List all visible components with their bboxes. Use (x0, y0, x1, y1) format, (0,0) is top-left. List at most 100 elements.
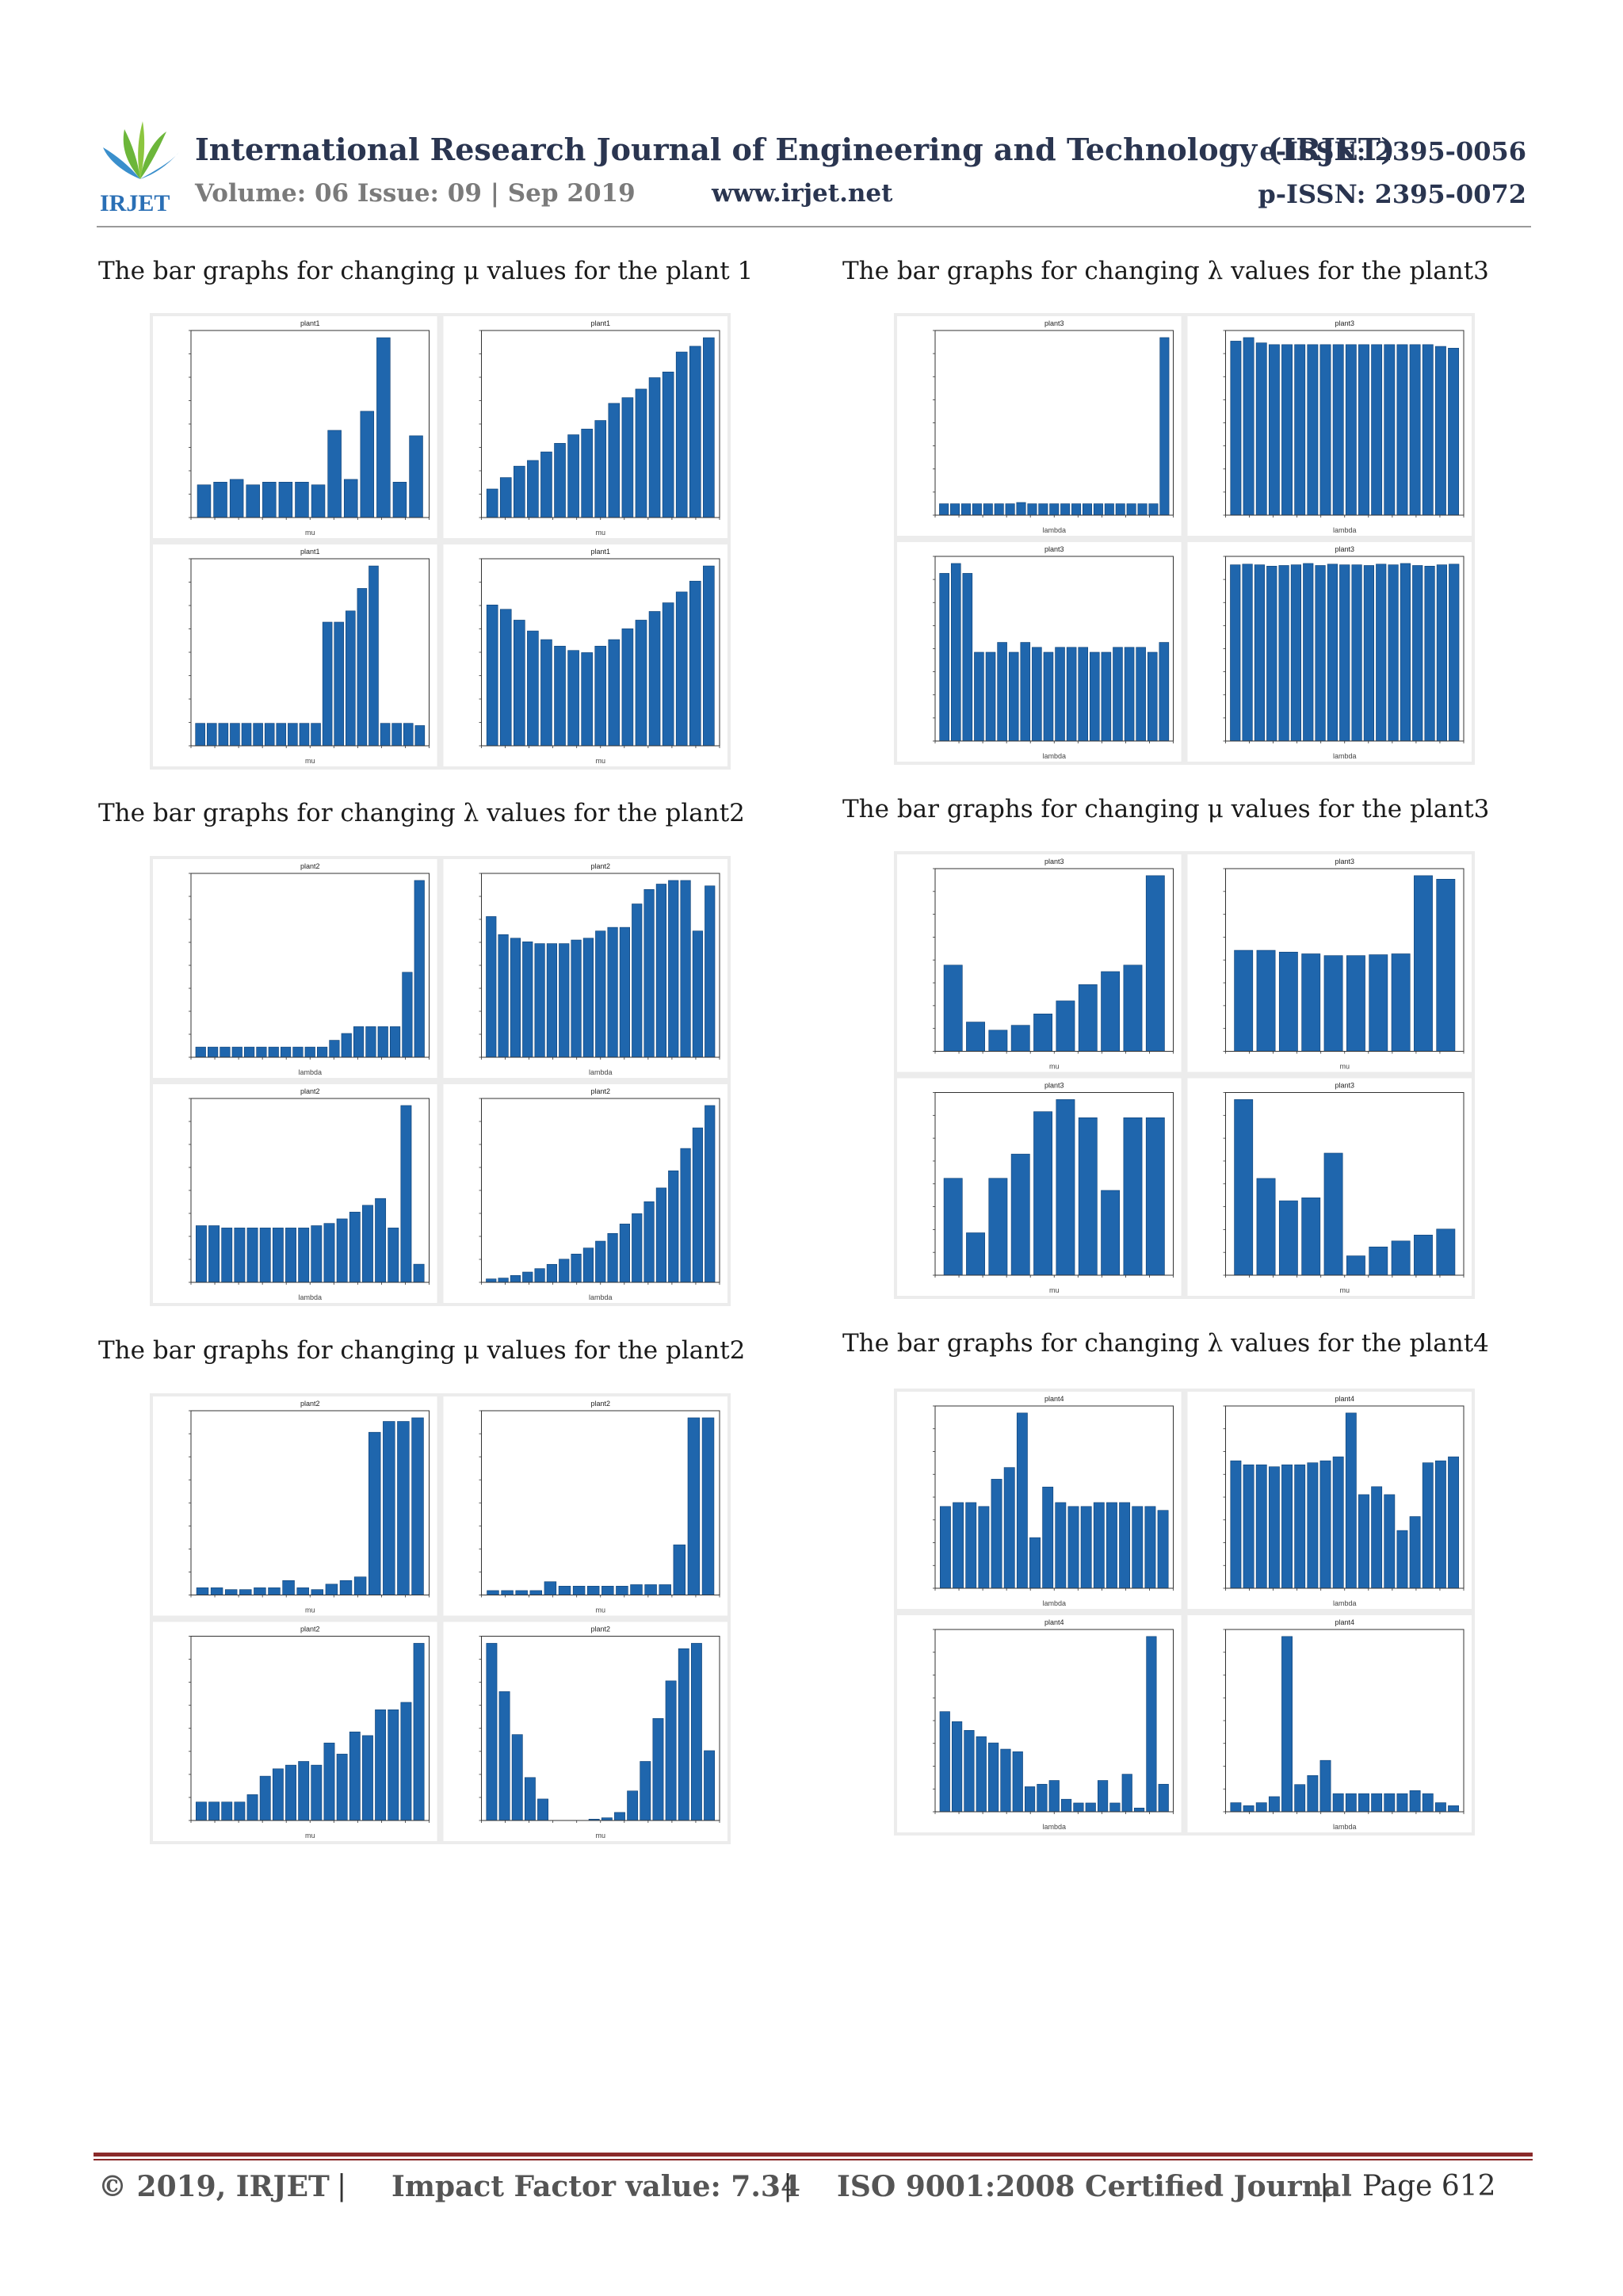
p-issn: p-ISSN: 2395-0072 (1258, 179, 1526, 209)
bar (1003, 1467, 1015, 1589)
bar (1060, 503, 1071, 516)
bar (1307, 1775, 1319, 1813)
bar (1101, 651, 1112, 742)
bar (409, 435, 423, 518)
chart-title: plant3 (1044, 319, 1064, 327)
bar (1303, 563, 1314, 742)
bar (292, 1046, 304, 1058)
chart-title: plant2 (590, 1087, 610, 1095)
bar (1371, 344, 1383, 516)
bar (1243, 1464, 1254, 1589)
bar (1256, 1178, 1276, 1276)
bar (1319, 1759, 1331, 1813)
bar (1066, 647, 1077, 742)
x-axis-label: mu (1049, 1286, 1060, 1294)
chart-title: plant3 (1044, 545, 1064, 553)
bar (614, 1812, 625, 1821)
bar (939, 1506, 951, 1589)
bar (1123, 1117, 1143, 1276)
bar (703, 565, 715, 747)
bar (1345, 1793, 1357, 1813)
bar (703, 337, 715, 518)
x-axis-label: mu (305, 1606, 315, 1614)
bar (486, 604, 498, 747)
bar (1157, 1510, 1169, 1589)
subplot-mu-plant2-2: plant2 mu (443, 1396, 727, 1616)
bar (540, 639, 552, 747)
journal-website-link[interactable]: www.irjet.net (712, 179, 893, 208)
caption-lambda-plant2: The bar graphs for changing λ values for… (98, 799, 745, 827)
subplot-lambda-plant2-1: plant2 lambda (153, 859, 437, 1078)
bar (195, 1801, 207, 1821)
footer-impact-factor: Impact Factor value: 7.34 (391, 2170, 800, 2203)
bar (1294, 344, 1306, 516)
subplot-lambda-plant4-3: plant4 lambda (897, 1615, 1182, 1832)
bar (632, 904, 643, 1058)
bar (524, 1777, 536, 1821)
bar (976, 1736, 987, 1813)
x-axis-label: lambda (298, 1293, 322, 1301)
bar (1422, 1462, 1434, 1589)
bar (510, 1275, 521, 1283)
bar (1159, 337, 1170, 516)
bar (675, 591, 688, 747)
bar (323, 1742, 335, 1821)
bar (994, 503, 1004, 516)
bar (380, 723, 391, 747)
bar (1434, 1460, 1446, 1589)
bar (640, 1761, 651, 1821)
bar (375, 1198, 387, 1283)
bar (487, 1590, 499, 1595)
bar (1109, 1802, 1121, 1813)
chart-title: plant2 (300, 1626, 320, 1633)
bar (939, 573, 949, 742)
bar (208, 1046, 219, 1058)
bar (1012, 1751, 1023, 1813)
bar (962, 573, 973, 742)
bar (608, 639, 621, 747)
bar (966, 1022, 985, 1052)
bar (486, 1643, 498, 1821)
bar (1104, 503, 1114, 516)
bar (527, 460, 539, 518)
bar (601, 1586, 614, 1595)
bar (1243, 1805, 1254, 1813)
x-axis-label: lambda (1333, 1599, 1357, 1607)
chart-title: plant3 (1044, 1082, 1064, 1090)
bar (988, 1030, 1008, 1052)
bar (402, 972, 413, 1058)
x-axis-label: lambda (298, 1068, 322, 1076)
bar (1436, 1228, 1456, 1276)
bar (1067, 1506, 1079, 1589)
bar (1358, 344, 1369, 516)
bar (1319, 1460, 1331, 1589)
bar (559, 1259, 570, 1283)
bar (1230, 1802, 1242, 1813)
bar (388, 1709, 399, 1821)
bar (229, 479, 244, 518)
bar (680, 1148, 691, 1283)
bar (1106, 1502, 1117, 1589)
bar (268, 1046, 279, 1058)
x-axis-label: lambda (589, 1068, 613, 1076)
bar (339, 1580, 353, 1595)
bar (208, 1801, 220, 1821)
bar (1327, 563, 1338, 742)
bar (1005, 503, 1015, 516)
bar (537, 1798, 548, 1821)
bar (1332, 344, 1344, 516)
bar (296, 1587, 309, 1595)
bar (1056, 1099, 1075, 1276)
bar (635, 620, 647, 747)
chart-title: plant3 (1335, 858, 1354, 865)
bar (621, 628, 634, 747)
figure-lambda-plant3: plant3 lambda plant3 lambda plant3 lambda plan… (894, 313, 1475, 765)
bar (1278, 951, 1298, 1052)
bar (1000, 1748, 1011, 1813)
bar (974, 651, 984, 742)
bar (997, 642, 1007, 742)
bar (1294, 1784, 1306, 1813)
bar (218, 723, 229, 747)
bar (1268, 1466, 1280, 1589)
x-axis-label: lambda (589, 1293, 613, 1301)
